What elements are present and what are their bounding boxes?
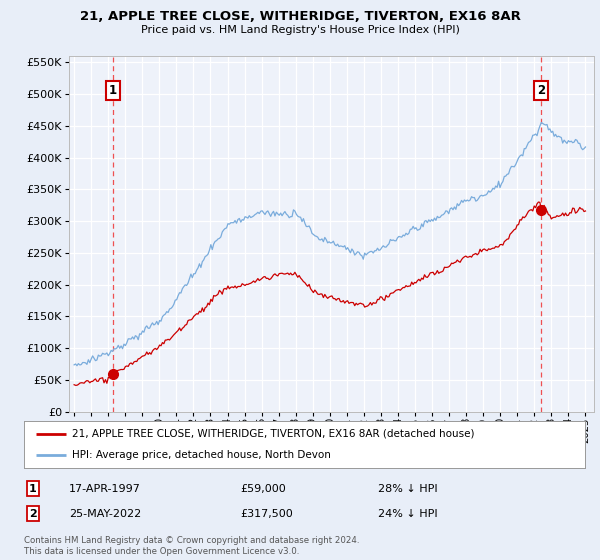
Text: £59,000: £59,000 <box>240 484 286 494</box>
Text: 1: 1 <box>29 484 37 494</box>
Text: £317,500: £317,500 <box>240 508 293 519</box>
Text: 2: 2 <box>537 85 545 97</box>
Text: 28% ↓ HPI: 28% ↓ HPI <box>378 484 437 494</box>
Text: 21, APPLE TREE CLOSE, WITHERIDGE, TIVERTON, EX16 8AR (detached house): 21, APPLE TREE CLOSE, WITHERIDGE, TIVERT… <box>71 428 474 438</box>
Text: 24% ↓ HPI: 24% ↓ HPI <box>378 508 437 519</box>
Text: 1: 1 <box>109 85 117 97</box>
Text: 2: 2 <box>29 508 37 519</box>
Text: 17-APR-1997: 17-APR-1997 <box>69 484 141 494</box>
Text: Contains HM Land Registry data © Crown copyright and database right 2024.
This d: Contains HM Land Registry data © Crown c… <box>24 536 359 556</box>
Text: 25-MAY-2022: 25-MAY-2022 <box>69 508 141 519</box>
Text: Price paid vs. HM Land Registry's House Price Index (HPI): Price paid vs. HM Land Registry's House … <box>140 25 460 35</box>
Text: HPI: Average price, detached house, North Devon: HPI: Average price, detached house, Nort… <box>71 450 331 460</box>
Text: 21, APPLE TREE CLOSE, WITHERIDGE, TIVERTON, EX16 8AR: 21, APPLE TREE CLOSE, WITHERIDGE, TIVERT… <box>80 10 520 23</box>
